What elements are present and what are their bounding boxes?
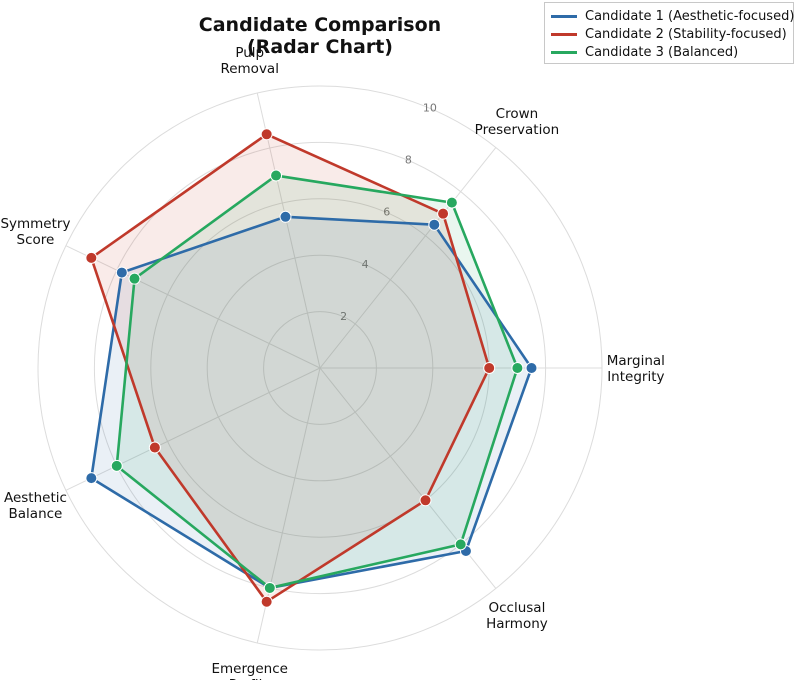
series-3-point [263,581,276,594]
series-2-point [85,251,98,264]
series-2-point [260,128,273,141]
legend-swatch-candidate-3 [551,50,577,54]
series-2-point [437,207,450,220]
axis-label: Symmetry Score [0,216,70,248]
legend-item-candidate-1: Candidate 1 (Aesthetic-focused) [551,7,794,25]
series-2-point [260,595,273,608]
series-2-point [483,362,496,374]
series-1-point [115,266,128,279]
series-2-point [148,441,161,454]
series-1-point [525,362,538,374]
axis-label: EmergenceProfile [211,661,287,680]
series-1-point [279,210,292,223]
series-line-2 [90,133,491,603]
axis-spoke [65,245,321,369]
series-lines [90,133,533,603]
series-2-point [419,494,432,507]
legend-label-candidate-3: Candidate 3 (Balanced) [585,44,739,60]
series-1-point [428,218,441,231]
legend-label-candidate-1: Candidate 1 (Aesthetic-focused) [585,8,795,24]
series-1-point [85,472,98,485]
radial-tick-label: 6 [383,206,390,219]
radial-tick-label: 10 [423,101,437,114]
legend-swatch-candidate-1 [551,14,577,18]
axis-spoke [65,367,321,491]
legend-label-candidate-2: Candidate 2 (Stability-focused) [585,26,787,42]
legend: Candidate 1 (Aesthetic-focused) Candidat… [544,2,794,64]
radial-tick-label: 8 [405,154,412,167]
axis-label: Pulp Removal [220,45,279,77]
axis-labels: Marginal Integrity Crown Preservation Pulp Re… [0,45,664,680]
axis-spoke [319,147,497,369]
radial-tick-label: 4 [362,258,369,271]
series-fill-3 [116,175,518,588]
series-line-1 [90,215,533,590]
legend-swatch-candidate-2 [551,32,577,36]
radial-tick-label: 2 [340,310,347,323]
legend-item-candidate-2: Candidate 2 (Stability-focused) [551,25,787,43]
series-3-point [511,362,524,374]
chart-title-line-1: Candidate Comparison [198,14,442,36]
series-3-point [110,459,123,472]
axis-label: Aesthetic Balance [4,490,67,522]
series-line-3 [115,174,519,590]
chart-title-line-2: (Radar Chart) [247,36,393,58]
series-fill-2 [91,134,490,602]
axis-label: Marginal Integrity [607,353,665,385]
series-3-point [454,538,467,551]
series-3-point [445,196,458,209]
legend-item-candidate-3: Candidate 3 (Balanced) [551,43,738,61]
series-points [85,128,538,608]
series-3-point [128,272,141,285]
series-fill-1 [91,216,532,588]
axis-label: Occlusal Harmony [486,600,548,632]
series-3-point [270,169,283,182]
series-fills [91,134,532,602]
axis-label: Crown Preservation [475,106,559,138]
